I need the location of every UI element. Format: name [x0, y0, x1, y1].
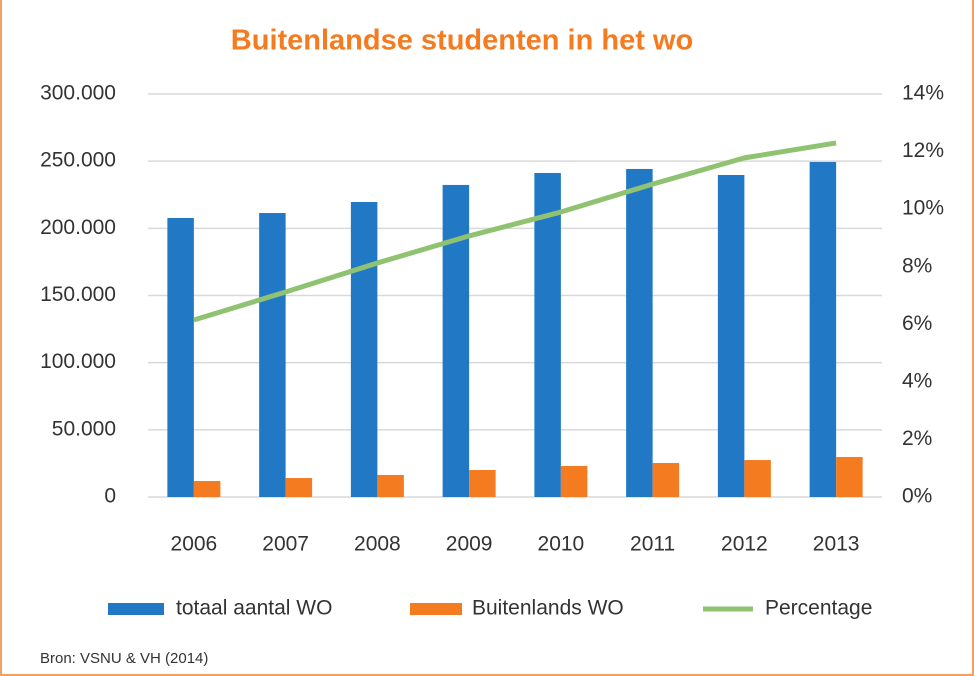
bar — [626, 168, 653, 497]
bar — [377, 474, 404, 497]
y2-tick-label: 14% — [902, 82, 944, 105]
line — [193, 140, 837, 323]
legend-label: Buitenlands WO — [472, 597, 624, 620]
bar — [167, 217, 194, 497]
bar — [809, 161, 837, 498]
y2-tick-label: 10% — [902, 197, 944, 220]
bar — [469, 469, 496, 497]
bar — [534, 172, 561, 497]
y2-tick-label: 0% — [902, 485, 932, 508]
x-tick-label: 2006 — [171, 533, 218, 556]
y2-tick-label: 4% — [902, 369, 932, 392]
bar — [259, 213, 286, 497]
bar — [836, 456, 863, 497]
x-tick-label: 2011 — [630, 533, 675, 556]
source: Bron: VSNU & VH (2014) — [40, 650, 208, 667]
y-tick-label: 0 — [104, 485, 116, 508]
bar — [652, 463, 680, 497]
bar — [350, 202, 378, 497]
x-tick-label: 2007 — [262, 533, 309, 556]
x-tick-label: 2013 — [813, 533, 860, 556]
x-tick-label: 2010 — [538, 533, 585, 556]
bar — [285, 478, 313, 497]
y2-tick-label: 6% — [902, 312, 932, 335]
legend-label: totaal aantal WO — [176, 597, 332, 620]
x-tick-label: 2008 — [354, 533, 401, 556]
bar — [442, 184, 470, 497]
y2-tick-label: 2% — [902, 427, 932, 450]
x-tick-label: 2009 — [446, 533, 493, 556]
y2-tick-label: 12% — [902, 139, 944, 162]
y-tick-label: 300.000 — [40, 82, 116, 105]
legend-swatch — [410, 603, 462, 615]
bar — [560, 465, 588, 497]
legend-swatch — [108, 603, 164, 615]
bar — [193, 481, 221, 497]
y-tick-label: 100.000 — [40, 350, 116, 373]
bar — [744, 460, 771, 497]
legend-label: Percentage — [765, 597, 872, 620]
y2-tick-label: 8% — [902, 254, 932, 277]
chart-title: Buitenlandse studenten in het wo — [231, 25, 693, 57]
y-tick-label: 200.000 — [40, 216, 116, 239]
y-tick-label: 250.000 — [40, 149, 116, 172]
x-tick-label: 2012 — [721, 533, 768, 556]
bar — [717, 175, 745, 498]
y-tick-label: 150.000 — [40, 283, 116, 306]
y-tick-label: 50.000 — [52, 417, 116, 440]
